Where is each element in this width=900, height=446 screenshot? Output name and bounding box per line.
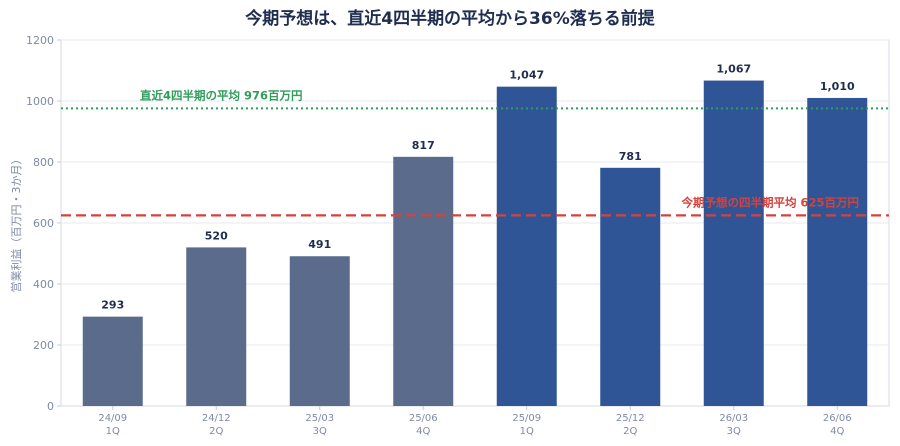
x-tick-period: 25/09: [512, 413, 541, 424]
x-tick-quarter: 2Q: [209, 426, 223, 437]
y-tick-label: 200: [33, 339, 54, 352]
bar-series: [82, 80, 868, 406]
x-tick-period: 26/03: [719, 413, 748, 424]
reference-line-label: 今期予想の四半期平均 625百万円: [680, 195, 859, 209]
x-tick-period: 25/03: [305, 413, 334, 424]
x-tick-quarter: 2Q: [623, 426, 637, 437]
bar: [807, 97, 868, 406]
reference-line-label: 直近4四半期の平均 976百万円: [140, 88, 303, 102]
x-tick-quarter: 4Q: [416, 426, 430, 437]
data-labels: 293 520 491 817 1,047 781 1,067 1,010: [101, 63, 855, 312]
y-tick-label: 400: [33, 278, 54, 291]
bar-value-label: 293: [101, 299, 124, 312]
x-tick-period: 24/12: [202, 413, 231, 424]
bar: [703, 80, 764, 406]
bar: [82, 316, 143, 406]
y-axis-label: 営業利益（百万円・3か月）: [9, 154, 23, 293]
bar: [289, 256, 350, 406]
x-tick-period: 24/09: [98, 413, 127, 424]
x-tick-quarter: 3Q: [313, 426, 327, 437]
x-tick-period: 25/06: [409, 413, 438, 424]
bar: [496, 86, 557, 406]
chart-title: 今期予想は、直近4四半期の平均から36%落ちる前提: [245, 8, 656, 29]
y-tick-label: 1000: [26, 95, 54, 108]
y-tick-label: 1200: [26, 34, 54, 47]
bar-value-label: 1,010: [820, 80, 855, 93]
bar-value-label: 520: [205, 229, 228, 242]
y-tick-label: 800: [33, 156, 54, 169]
bar-value-label: 781: [619, 150, 642, 163]
bar-value-label: 817: [412, 139, 435, 152]
x-tick-quarter: 4Q: [830, 426, 844, 437]
x-tick-period: 26/06: [823, 413, 852, 424]
bar: [186, 247, 247, 406]
bar: [600, 167, 661, 406]
y-axis-ticks: 0 200 400 600 800 1000 1200: [26, 34, 61, 413]
bar-value-label: 1,067: [716, 63, 751, 76]
x-tick-quarter: 1Q: [520, 426, 534, 437]
grid-lines: [61, 39, 889, 346]
y-tick-label: 0: [47, 400, 54, 413]
x-axis-ticks: 24/09 1Q 24/12 2Q 25/03 3Q 25/06 4Q 25/09 1Q 25/12…: [98, 406, 852, 437]
x-tick-quarter: 1Q: [106, 426, 120, 437]
x-tick-period: 25/12: [616, 413, 645, 424]
y-tick-label: 600: [33, 217, 54, 230]
x-tick-quarter: 3Q: [727, 426, 741, 437]
bar: [393, 156, 454, 406]
bar-value-label: 1,047: [509, 69, 544, 82]
bar-value-label: 491: [308, 238, 331, 251]
